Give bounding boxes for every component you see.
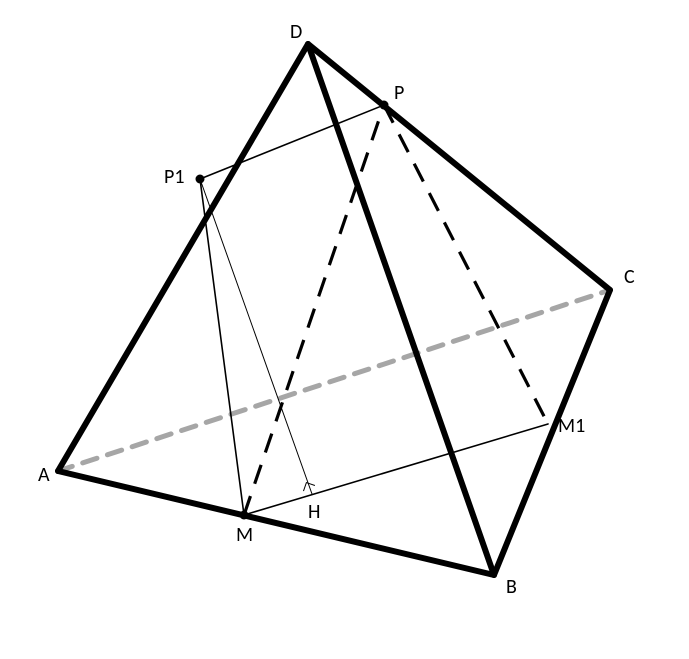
point-P: [380, 101, 389, 110]
label-H: H: [308, 500, 320, 524]
edge-A-B: [58, 471, 494, 575]
edge-M-P: [244, 105, 384, 515]
label-B: B: [506, 575, 517, 599]
edge-P1-M: [200, 179, 244, 515]
label-C: C: [624, 265, 635, 289]
point-P1: [196, 175, 205, 184]
label-M1: M1: [558, 414, 585, 438]
edge-M-M1: [244, 424, 548, 515]
label-M: M: [236, 523, 253, 547]
edge-P1-H: [200, 179, 312, 494]
label-A: A: [38, 463, 50, 487]
edge-B-D: [308, 44, 494, 575]
edge-P-M1: [384, 105, 548, 424]
label-D: D: [290, 20, 302, 44]
edge-B-C: [494, 290, 610, 575]
edge-A-D: [58, 44, 308, 471]
label-P: P: [394, 81, 404, 105]
edge-P1-P: [200, 105, 384, 179]
point-M: [240, 511, 249, 520]
label-P1: P1: [164, 165, 184, 189]
tetrahedron-diagram: A B C D P P1 M M1 H: [0, 0, 689, 659]
